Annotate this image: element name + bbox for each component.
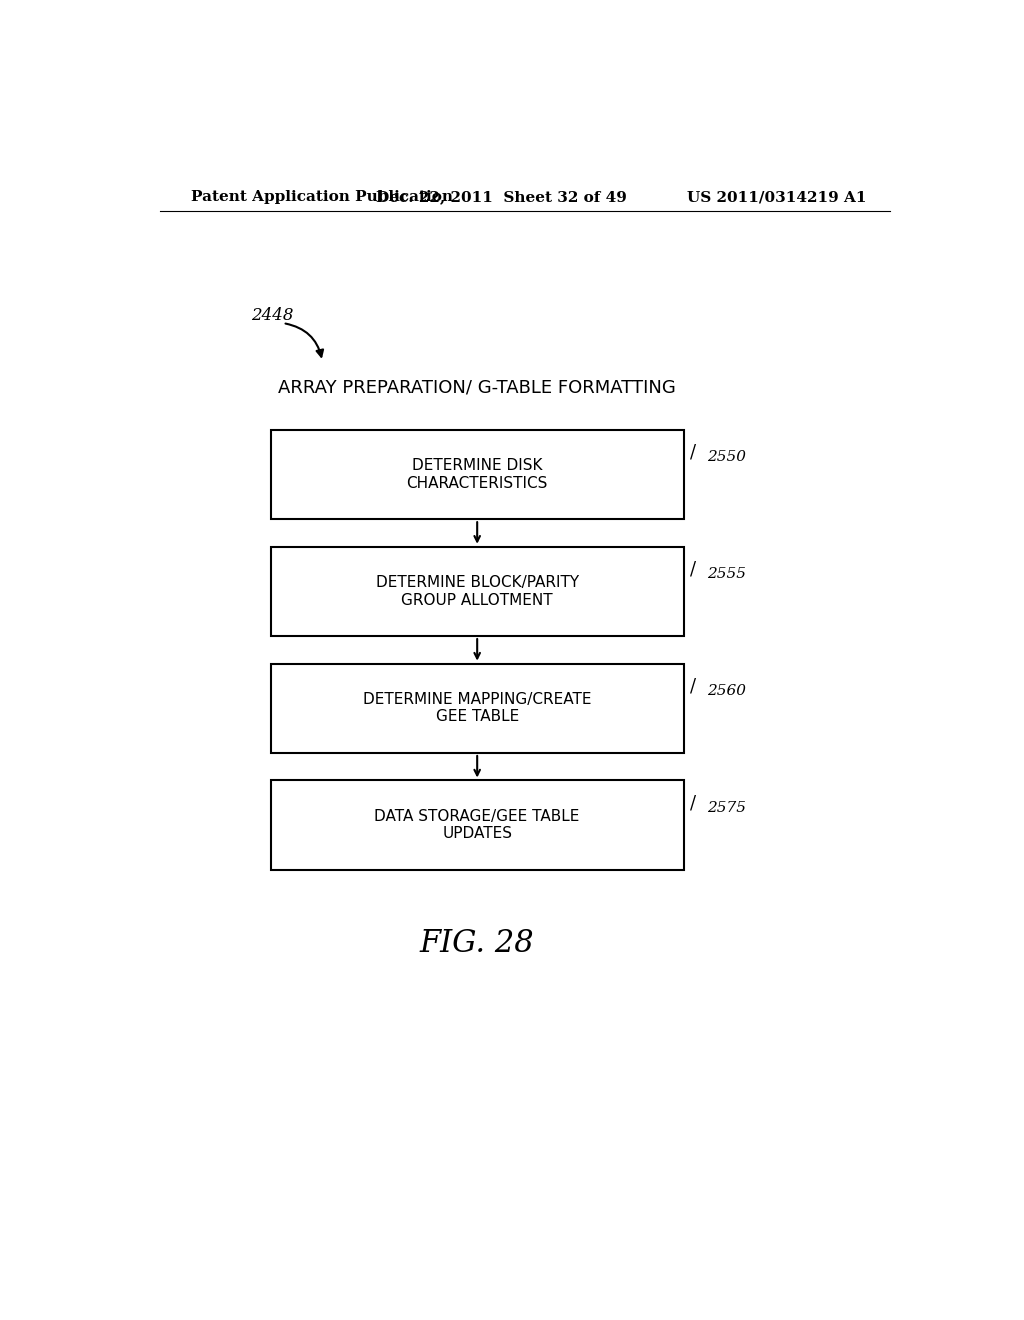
- FancyArrowPatch shape: [286, 323, 323, 356]
- Text: DATA STORAGE/GEE TABLE
UPDATES: DATA STORAGE/GEE TABLE UPDATES: [375, 809, 580, 841]
- Text: DETERMINE BLOCK/PARITY
GROUP ALLOTMENT: DETERMINE BLOCK/PARITY GROUP ALLOTMENT: [376, 576, 579, 607]
- Text: /: /: [690, 561, 696, 578]
- Bar: [270, 430, 684, 519]
- Text: US 2011/0314219 A1: US 2011/0314219 A1: [686, 190, 866, 205]
- Text: /: /: [690, 795, 696, 812]
- Text: Patent Application Publication: Patent Application Publication: [191, 190, 454, 205]
- Text: 2448: 2448: [251, 308, 294, 325]
- Text: ARRAY PREPARATION/ G-TABLE FORMATTING: ARRAY PREPARATION/ G-TABLE FORMATTING: [279, 378, 676, 396]
- Text: 2555: 2555: [708, 566, 746, 581]
- Text: 2550: 2550: [708, 450, 746, 463]
- Text: DETERMINE DISK
CHARACTERISTICS: DETERMINE DISK CHARACTERISTICS: [407, 458, 548, 491]
- Text: 2575: 2575: [708, 800, 746, 814]
- Bar: [270, 780, 684, 870]
- Text: DETERMINE MAPPING/CREATE
GEE TABLE: DETERMINE MAPPING/CREATE GEE TABLE: [362, 692, 592, 725]
- Bar: [270, 664, 684, 752]
- Text: Dec. 22, 2011  Sheet 32 of 49: Dec. 22, 2011 Sheet 32 of 49: [376, 190, 627, 205]
- Bar: [270, 546, 684, 636]
- Text: /: /: [690, 677, 696, 696]
- Text: 2560: 2560: [708, 684, 746, 698]
- Text: FIG. 28: FIG. 28: [420, 928, 535, 958]
- Text: /: /: [690, 444, 696, 462]
